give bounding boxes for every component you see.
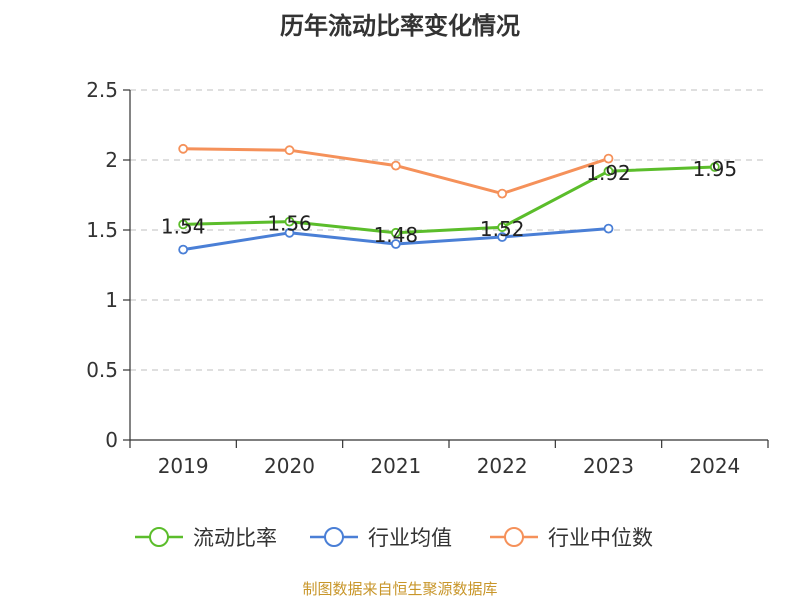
y-tick-label: 0 bbox=[105, 428, 118, 452]
data-point bbox=[178, 143, 189, 154]
series-lines bbox=[178, 143, 720, 255]
data-point bbox=[497, 188, 508, 199]
data-label: 1.95 bbox=[693, 157, 738, 181]
data-point bbox=[603, 153, 614, 164]
data-point bbox=[390, 239, 401, 249]
data-point bbox=[390, 160, 401, 171]
legend-marker bbox=[504, 527, 524, 547]
data-label: 1.56 bbox=[267, 212, 312, 236]
x-tick-label: 2021 bbox=[370, 454, 421, 478]
data-label: 1.52 bbox=[480, 217, 525, 241]
data-point bbox=[390, 227, 401, 238]
x-tick-label: 2020 bbox=[264, 454, 315, 478]
series-line bbox=[183, 165, 715, 235]
data-point bbox=[178, 244, 189, 255]
x-tick-label: 2019 bbox=[158, 454, 209, 478]
legend-marker bbox=[324, 527, 344, 547]
data-point bbox=[603, 223, 614, 234]
data-point bbox=[284, 216, 295, 227]
y-tick-label: 2 bbox=[105, 148, 118, 172]
data-label: 1.48 bbox=[374, 223, 419, 247]
data-labels: 1.54 1.56 1.48 1.52 1.92 1.95 bbox=[161, 157, 737, 247]
y-tick-label: 1 bbox=[105, 288, 118, 312]
x-tick-label: 2023 bbox=[583, 454, 634, 478]
data-point bbox=[284, 145, 295, 156]
x-tick-label: 2022 bbox=[477, 454, 528, 478]
legend-marker bbox=[149, 527, 169, 547]
x-tick-label: 2024 bbox=[689, 454, 740, 478]
data-label: 1.92 bbox=[586, 161, 631, 185]
data-point bbox=[603, 166, 614, 177]
data-point bbox=[497, 232, 508, 242]
data-point bbox=[284, 227, 295, 238]
data-point bbox=[709, 162, 720, 172]
legend-label: 流动比率 bbox=[193, 526, 277, 550]
chart-title: 历年流动比率变化情况 bbox=[280, 12, 520, 40]
source-note: 制图数据来自恒生聚源数据库 bbox=[302, 580, 498, 598]
series-line bbox=[183, 147, 609, 196]
legend-label: 行业中位数 bbox=[548, 526, 653, 550]
data-point bbox=[497, 222, 508, 233]
legend: 流动比率 行业均值 行业中位数 bbox=[135, 526, 653, 550]
data-label: 1.54 bbox=[161, 214, 206, 238]
data-point bbox=[178, 219, 189, 230]
y-tick-label: 2.5 bbox=[86, 78, 118, 102]
legend-label: 行业均值 bbox=[368, 526, 452, 550]
y-tick-label: 1.5 bbox=[86, 218, 118, 242]
y-tick-label: 0.5 bbox=[86, 358, 118, 382]
